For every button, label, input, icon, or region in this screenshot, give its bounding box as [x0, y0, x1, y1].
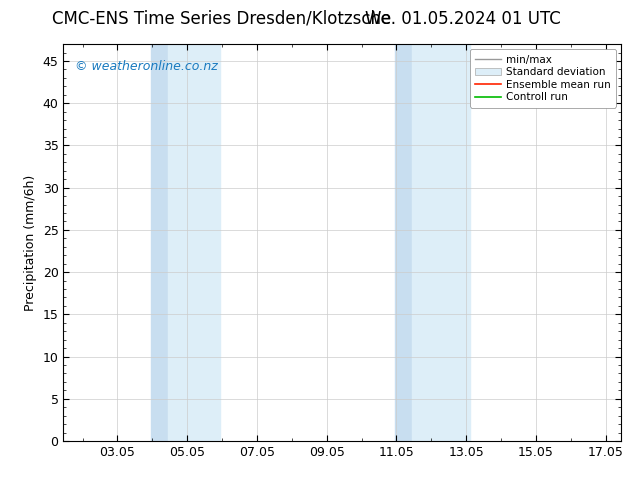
Bar	[394, 44, 412, 441]
Legend: min/max, Standard deviation, Ensemble mean run, Controll run: min/max, Standard deviation, Ensemble me…	[470, 49, 616, 107]
Bar	[412, 44, 470, 441]
Text: We. 01.05.2024 01 UTC: We. 01.05.2024 01 UTC	[365, 10, 560, 28]
Text: CMC-ENS Time Series Dresden/Klotzsche: CMC-ENS Time Series Dresden/Klotzsche	[52, 10, 392, 28]
Bar	[150, 44, 168, 441]
Text: © weatheronline.co.nz: © weatheronline.co.nz	[75, 60, 217, 73]
Bar	[168, 44, 221, 441]
Y-axis label: Precipitation (mm/6h): Precipitation (mm/6h)	[24, 174, 37, 311]
